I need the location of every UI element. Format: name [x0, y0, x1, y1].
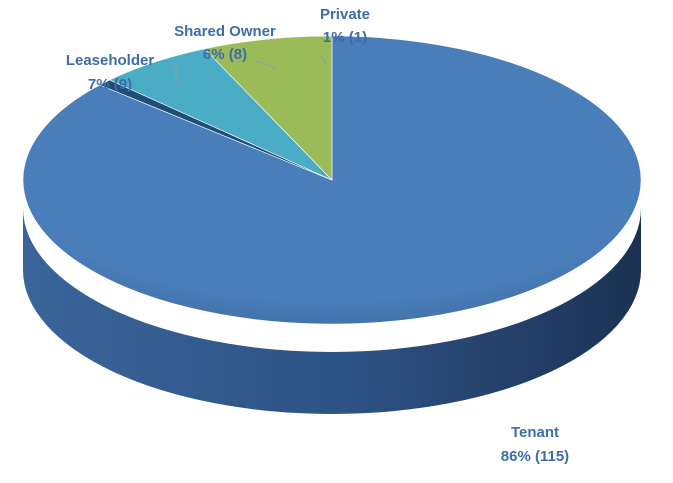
pie-side — [23, 208, 641, 414]
label-leaseholder-name: Leaseholder — [66, 52, 155, 69]
label-leaseholder-value: 7% (9) — [88, 76, 132, 93]
label-tenant-value: 86% (115) — [501, 448, 569, 465]
label-shared-owner-value: 6% (8) — [203, 46, 247, 63]
label-private-value: 1% (1) — [323, 29, 367, 46]
label-shared-owner-name: Shared Owner — [174, 23, 276, 40]
label-tenant-name: Tenant — [511, 424, 559, 441]
leader-line-leaseholder — [171, 65, 177, 84]
leader-line-shared-owner — [256, 61, 277, 69]
label-private-name: Private — [320, 6, 370, 23]
leader-line-private — [319, 54, 327, 67]
